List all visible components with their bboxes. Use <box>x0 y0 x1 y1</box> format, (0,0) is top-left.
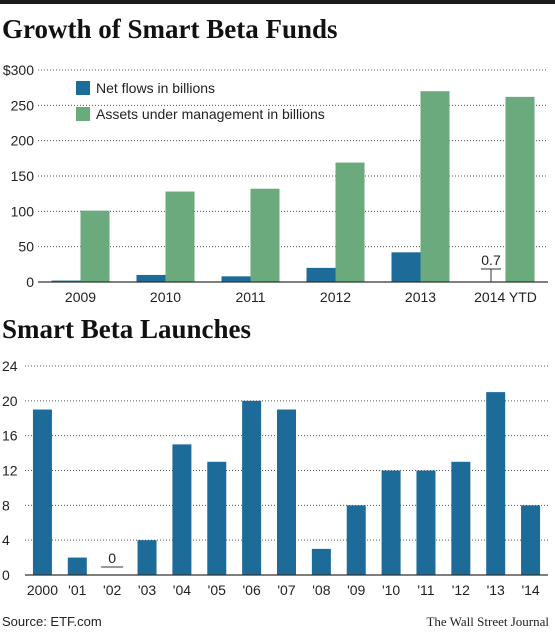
x-tick-label: 2014 YTD <box>474 289 537 305</box>
bar-assets <box>80 210 110 282</box>
x-tick-label: '03 <box>138 582 156 598</box>
x-tick-label: '13 <box>487 582 505 598</box>
bar-assets <box>505 96 535 282</box>
y-tick-label: 150 <box>11 168 35 184</box>
chart-title-launches: Smart Beta Launches <box>2 314 251 344</box>
bar-net-flows <box>391 252 421 282</box>
bar-net-flows <box>221 276 251 282</box>
legend-label: Net flows in billions <box>96 80 215 96</box>
y-tick-label: $300 <box>3 62 34 78</box>
x-tick-label: '02 <box>103 582 121 598</box>
bar-launches <box>242 400 262 575</box>
y-tick-label: 100 <box>11 203 35 219</box>
x-tick-label: '09 <box>347 582 365 598</box>
source-note: Source: ETF.com <box>2 614 102 629</box>
annotation-label: 0 <box>108 550 116 566</box>
launches-chart: 24 20 16 12 8 4 0 2000 '01 '02 '03 '04 '05 '06 '07 '08 '… <box>2 358 548 598</box>
bar-launches <box>451 461 471 575</box>
chart-title-growth: Growth of Smart Beta Funds <box>2 14 338 44</box>
bar-launches <box>172 444 192 575</box>
x-tick-label: 2013 <box>405 289 436 305</box>
x-tick-label: 2011 <box>235 289 265 305</box>
y-tick-label: 12 <box>2 463 18 479</box>
bar-launches <box>381 470 401 575</box>
top-rule <box>0 0 555 4</box>
y-tick-label: 20 <box>2 393 18 409</box>
y-tick-label: 4 <box>2 532 10 548</box>
y-tick-label: 0 <box>2 567 10 583</box>
bar-launches <box>277 409 296 575</box>
bar-launches <box>311 548 331 575</box>
x-tick-label: '10 <box>382 582 400 598</box>
bar-launches <box>416 470 436 575</box>
bar-assets <box>335 162 365 282</box>
annotation-label: 0.7 <box>481 252 501 268</box>
publisher-credit: The Wall Street Journal <box>426 614 549 629</box>
x-tick-label: '08 <box>312 582 330 598</box>
x-tick-label: '12 <box>452 582 470 598</box>
x-tick-label: '07 <box>277 582 295 598</box>
legend-swatch <box>76 107 90 121</box>
bar-net-flows <box>306 267 336 282</box>
x-tick-label: 2012 <box>320 289 351 305</box>
y-tick-label: 8 <box>2 497 10 513</box>
legend-swatch <box>76 81 90 95</box>
y-tick-label: 0 <box>26 274 34 290</box>
y-tick-label: 250 <box>11 97 35 113</box>
bar-launches <box>486 392 506 575</box>
bar-assets <box>250 188 280 282</box>
x-tick-label: '11 <box>417 582 434 598</box>
bar-assets <box>420 91 450 282</box>
growth-chart: $300 250 200 150 100 50 0 2009 2010 2011 2012 2013 2… <box>3 62 548 305</box>
x-tick-label: '06 <box>243 582 261 598</box>
legend-label: Assets under management in billions <box>96 106 325 122</box>
y-tick-label: 50 <box>18 239 34 255</box>
x-tick-label: '04 <box>173 582 191 598</box>
x-tick-label: 2009 <box>65 289 96 305</box>
x-tick-label: '05 <box>208 582 226 598</box>
bar-launches <box>521 505 541 575</box>
y-tick-label: 200 <box>11 133 35 149</box>
x-tick-label: '14 <box>521 582 539 598</box>
bar-launches <box>207 461 227 575</box>
bar-net-flows <box>136 274 166 282</box>
x-tick-label: 2010 <box>150 289 181 305</box>
bar-launches <box>67 557 87 575</box>
bar-launches <box>346 505 366 575</box>
x-tick-label: 2000 <box>27 582 58 598</box>
bar-launches <box>137 540 157 575</box>
x-tick-label: '01 <box>68 582 86 598</box>
bar-assets <box>165 191 195 282</box>
y-tick-label: 16 <box>2 428 18 444</box>
bar-net-flows <box>51 280 81 282</box>
bar-launches <box>32 409 52 575</box>
y-tick-label: 24 <box>2 358 18 374</box>
